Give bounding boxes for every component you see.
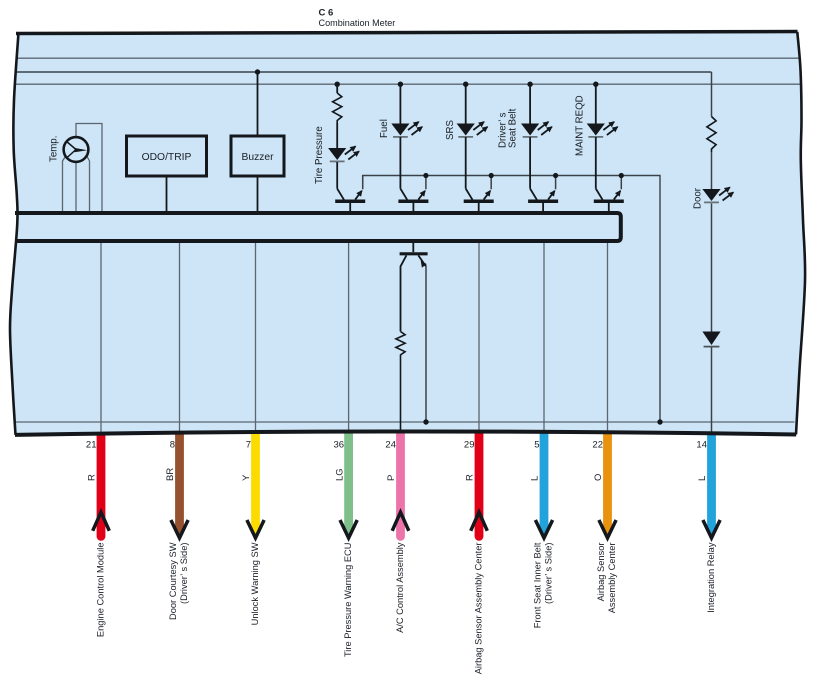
svg-text:(Driver’ s Side): (Driver’ s Side): [179, 543, 189, 604]
svg-text:21: 21: [86, 440, 97, 451]
svg-text:5: 5: [534, 440, 539, 451]
svg-text:36: 36: [334, 440, 345, 451]
svg-text:Tire Pressure Warning ECU: Tire Pressure Warning ECU: [343, 543, 353, 658]
svg-text:L: L: [530, 476, 541, 481]
svg-text:22: 22: [592, 440, 603, 451]
svg-text:Y: Y: [241, 474, 252, 481]
svg-text:L: L: [697, 476, 708, 481]
svg-text:Front Seat Inner Belt: Front Seat Inner Belt: [532, 542, 542, 628]
svg-text:14: 14: [696, 440, 707, 451]
svg-text:ODO/TRIP: ODO/TRIP: [142, 152, 192, 163]
svg-text:A/C Control Assembly: A/C Control Assembly: [395, 542, 405, 633]
svg-text:Engine Control Module: Engine Control Module: [95, 543, 105, 638]
svg-text:Door Courtesy SW: Door Courtesy SW: [168, 542, 178, 620]
svg-text:Temp.: Temp.: [48, 136, 59, 162]
svg-text:Tire Pressure: Tire Pressure: [314, 126, 325, 184]
svg-text:Fuel: Fuel: [379, 119, 390, 138]
svg-text:Combination Meter: Combination Meter: [319, 18, 396, 28]
svg-text:Driver’ s: Driver’ s: [498, 112, 509, 148]
svg-text:C 6: C 6: [319, 8, 334, 19]
svg-text:LG: LG: [334, 468, 345, 481]
svg-text:Airbag Sensor: Airbag Sensor: [596, 543, 606, 602]
svg-text:SRS: SRS: [445, 120, 456, 140]
svg-text:Unlock Warning SW: Unlock Warning SW: [250, 542, 260, 625]
svg-text:24: 24: [385, 440, 396, 451]
svg-text:Airbag Sensor Assembly Center: Airbag Sensor Assembly Center: [473, 543, 483, 675]
svg-text:MAINT REQD: MAINT REQD: [575, 95, 586, 156]
svg-text:BR: BR: [165, 468, 176, 481]
svg-text:O: O: [593, 474, 604, 481]
svg-text:(Driver’ s Side): (Driver’ s Side): [543, 543, 553, 604]
svg-text:8: 8: [170, 440, 175, 451]
svg-text:R: R: [465, 474, 476, 481]
svg-text:Seat Belt: Seat Belt: [507, 108, 518, 148]
svg-text:R: R: [87, 474, 98, 481]
svg-text:Door: Door: [693, 187, 704, 209]
svg-text:P: P: [386, 475, 397, 481]
svg-text:Assembly Center: Assembly Center: [607, 543, 617, 614]
svg-text:29: 29: [464, 440, 475, 451]
svg-text:Buzzer: Buzzer: [241, 152, 274, 163]
svg-text:7: 7: [246, 440, 251, 451]
svg-text:Integration Relay: Integration Relay: [706, 542, 716, 613]
